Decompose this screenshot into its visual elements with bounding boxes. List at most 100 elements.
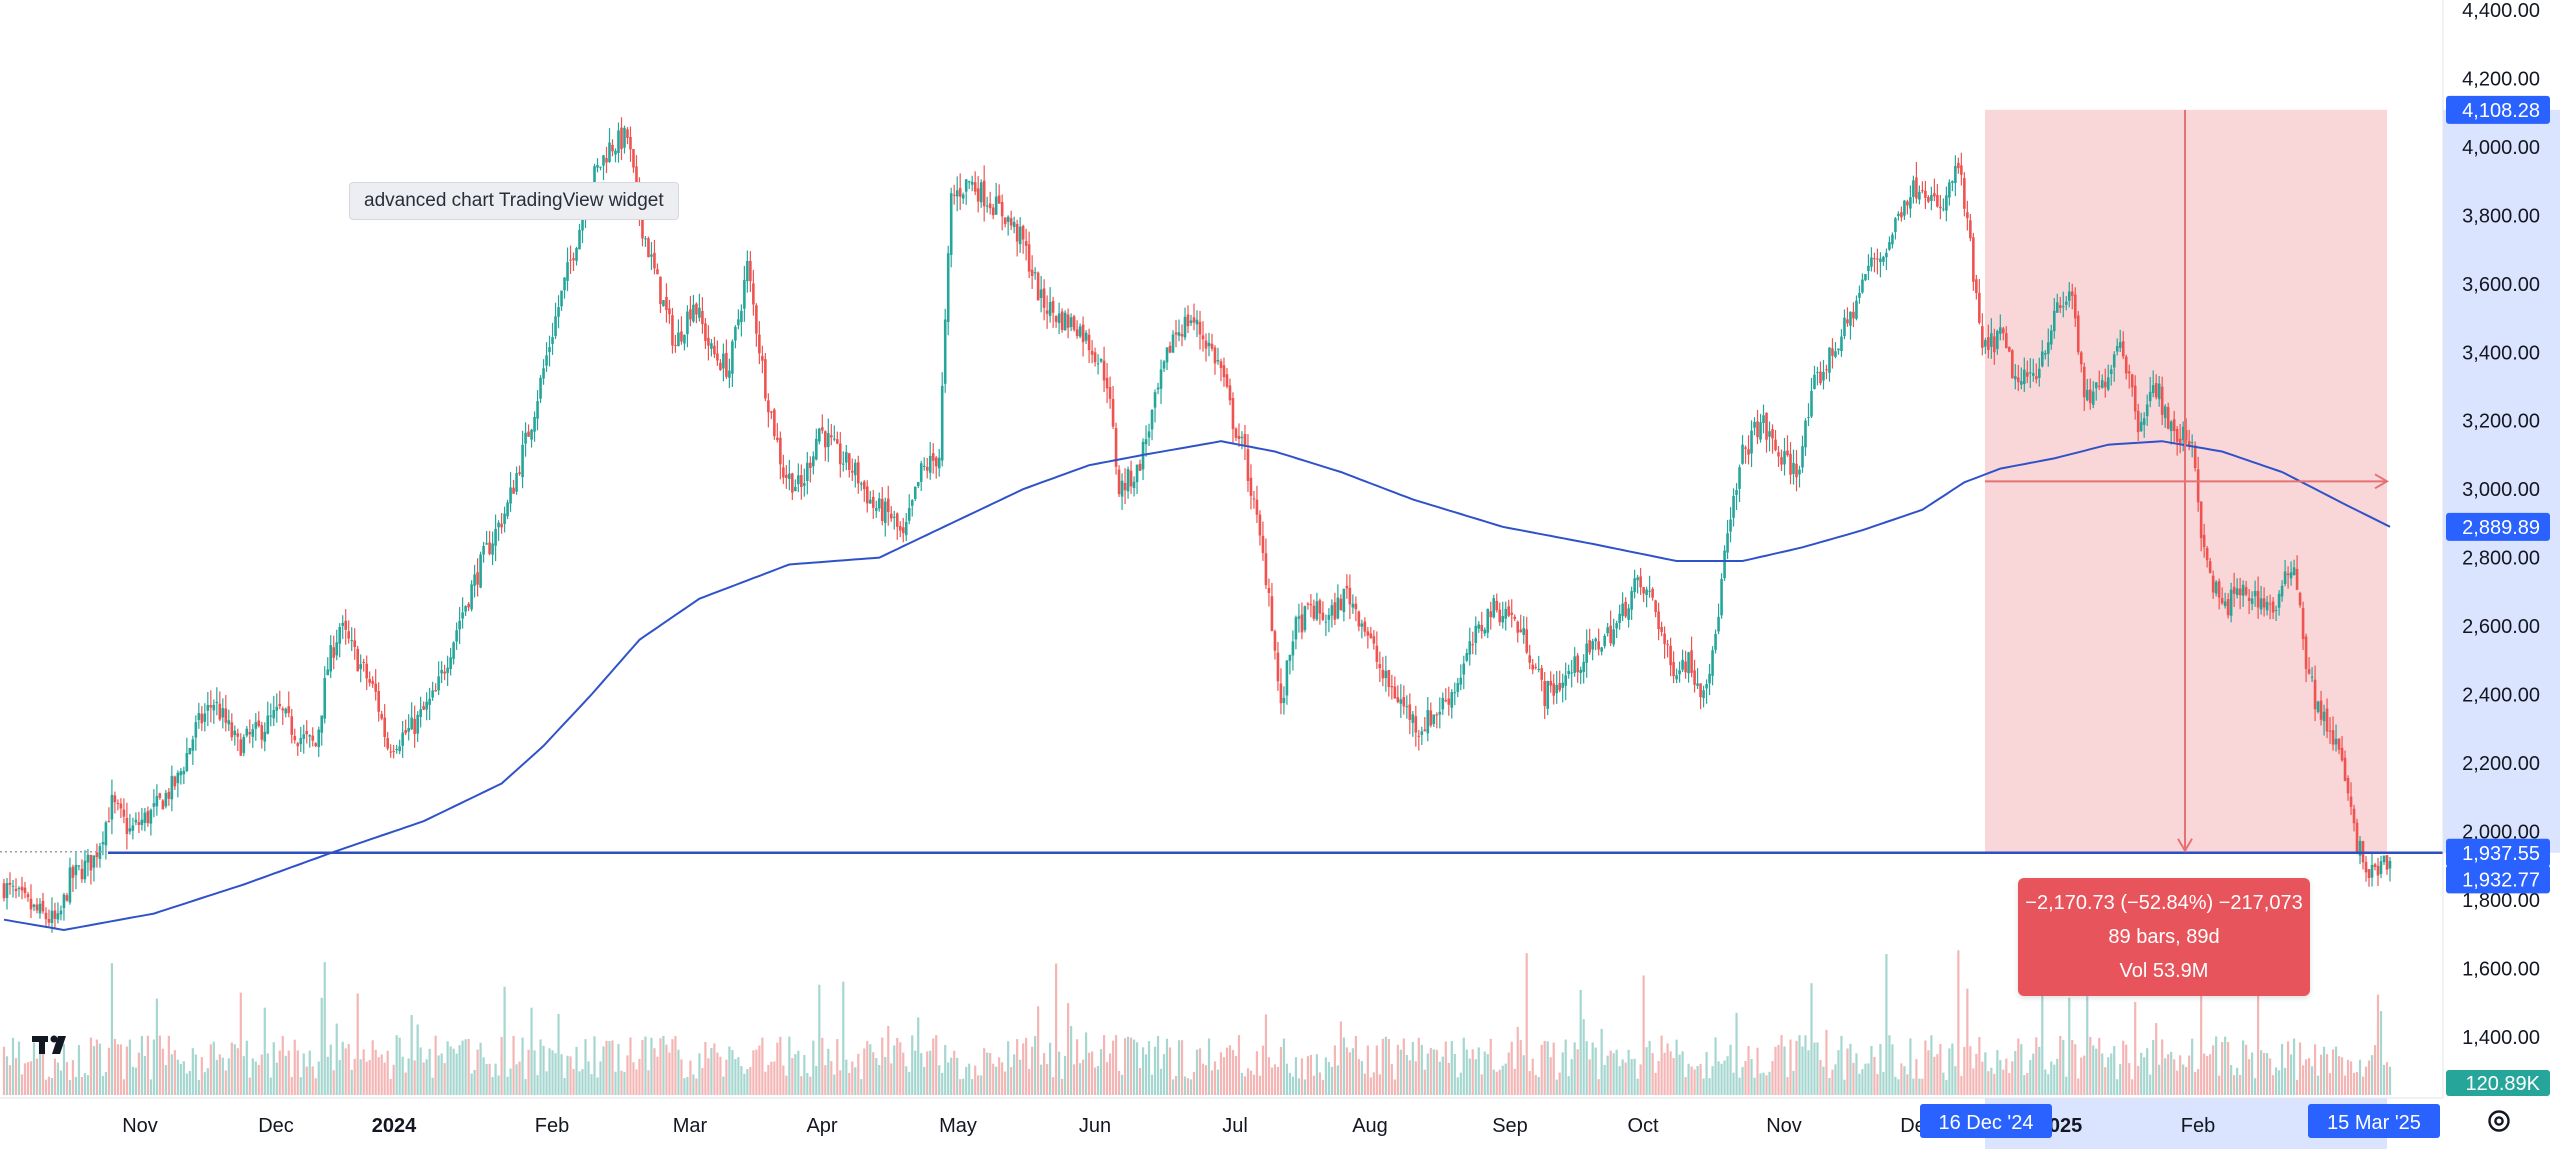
candle [1945,186,1948,222]
candle [1648,575,1651,598]
volume-bar [1078,1063,1082,1095]
candle [1072,314,1076,332]
candle [1279,668,1283,715]
candle [674,334,677,353]
volume-bar [1186,1078,1190,1095]
volume-bar [1534,1074,1537,1095]
volume-bar [362,1049,365,1095]
volume-bar [119,1044,123,1095]
candle [2049,324,2053,350]
candle [1339,594,1343,611]
y-tick-label: 1,800.00 [2462,890,2540,912]
candle [1924,180,1927,209]
candle [95,843,99,868]
candle [1573,647,1576,677]
candle [329,635,333,679]
volume-bar [2191,1038,2194,1095]
volume-bar [1330,1066,1333,1095]
candle [1774,429,1777,452]
candle [1507,599,1511,618]
candle [2151,370,2155,398]
candle [892,510,896,530]
candle [1984,337,1987,354]
candle [1534,663,1538,670]
volume-bar [1336,1065,1339,1095]
candle [1693,659,1696,693]
candle [212,699,216,724]
candle [988,191,992,215]
volume-bar [77,1045,81,1095]
volume-bar [2349,1061,2353,1095]
volume-bar [1198,1048,1202,1095]
volume-bar [2379,1011,2383,1095]
volume-bar [2343,1075,2347,1095]
volume-bar [1204,1065,1208,1095]
volume-bar [2170,1051,2173,1095]
y-tick-label: 1,600.00 [2462,958,2540,980]
volume-bar [1555,1079,1558,1095]
time-axis[interactable]: Nov Dec 2024 Feb Mar Apr May Jun Jul Aug Sep Oct Nov… [0,1097,2443,1138]
volume-bar [1609,1050,1612,1095]
volume-bar [1837,1050,1840,1095]
candle [770,410,773,420]
svg-text:1,932.77: 1,932.77 [2462,869,2540,891]
candle [2026,360,2029,384]
volume-bar [590,1074,593,1095]
candle [1741,435,1744,465]
measure-arrows [1985,109,2389,853]
candle [1117,465,1121,498]
volume-bar [2227,1042,2230,1095]
volume-bar [1010,1067,1013,1095]
candle [1558,670,1561,693]
candle [1744,445,1747,464]
candle [230,713,234,741]
candle [218,691,222,722]
candle [1849,311,1852,340]
volume-bar [878,1064,881,1095]
candle [1252,490,1256,509]
price-axis[interactable]: 1,400.001,600.001,800.002,000.002,200.00… [2442,0,2550,1098]
candle [1357,610,1361,632]
candle [994,182,998,216]
volume-bar [668,1052,671,1095]
candle [2052,298,2056,339]
volume-bar [1714,1037,1717,1095]
volume-bar [1261,1045,1265,1095]
volume-bar [1816,1042,1819,1095]
candle [224,695,228,732]
volume-bar [1705,1052,1708,1095]
candle [323,666,327,724]
volume-bar [1243,1076,1247,1095]
candle [1054,315,1058,328]
candle [2127,364,2131,389]
candle [680,316,683,345]
tradingview-logo-icon[interactable] [30,1030,82,1060]
gear-icon[interactable] [2484,1106,2514,1136]
candle [59,905,63,921]
candle [1780,449,1783,472]
volume-bar [632,1062,635,1095]
candle [242,734,246,757]
price-label-badge: 1,937.55 [2446,838,2550,867]
volume-bar [1780,1035,1783,1095]
candle [1291,630,1295,671]
volume-bar [1022,1043,1025,1095]
candle [566,247,569,292]
candle [1969,214,1972,242]
volume-bar [32,1042,36,1095]
volume-bar [2188,1055,2191,1095]
candle [173,775,177,790]
volume-bar [1804,1035,1807,1095]
volume-bar [2358,1059,2362,1095]
volume-bar [1654,1072,1657,1095]
candle [997,184,1001,204]
volume-bar [1255,1051,1259,1095]
volume-bar [740,1065,743,1095]
candle [970,175,974,192]
volume-bar [2310,1066,2314,1095]
candle [299,726,303,753]
horizontal-line-1937[interactable] [0,851,2443,855]
volume-bar [728,1046,731,1095]
candle [841,451,845,472]
